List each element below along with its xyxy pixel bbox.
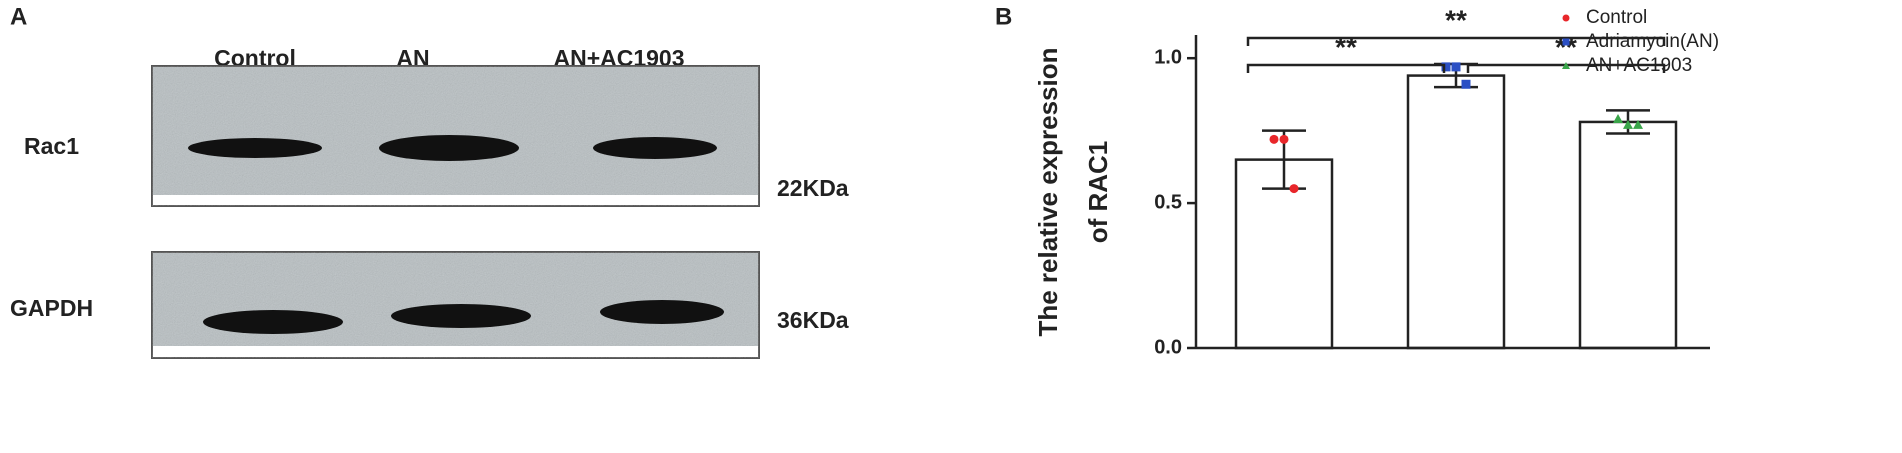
size-label: 36KDa <box>777 307 849 333</box>
size-label: 22KDa <box>777 175 849 201</box>
band <box>188 138 322 158</box>
bar <box>1578 120 1678 350</box>
panel-label: A <box>10 3 27 30</box>
significance-label: ** <box>1555 31 1577 62</box>
bar <box>1406 74 1506 350</box>
panel-label: B <box>995 3 1012 30</box>
legend-marker <box>1562 14 1570 22</box>
band <box>600 300 724 324</box>
data-point <box>1623 119 1633 129</box>
band <box>593 137 717 159</box>
blot-gapdh <box>151 251 760 359</box>
band <box>379 135 519 161</box>
data-point <box>1279 134 1289 144</box>
band <box>203 310 343 334</box>
blot-edge <box>153 195 758 205</box>
data-point <box>1613 114 1623 124</box>
significance-label: ** <box>1445 4 1467 35</box>
blot-rac1 <box>151 65 760 207</box>
data-point <box>1633 119 1643 129</box>
row-label: Rac1 <box>24 133 79 159</box>
row-label: GAPDH <box>10 295 93 321</box>
legend-label: Adriamycin(AN) <box>1586 31 1719 52</box>
y-tick-label: 0.5 <box>1154 191 1182 213</box>
legend-label: AN+AC1903 <box>1586 55 1692 76</box>
legend-label: Control <box>1586 7 1647 28</box>
significance-bracket <box>1246 63 1446 73</box>
y-axis-label: of RAC1 <box>1083 141 1113 244</box>
chart: 0.0 0.5 1.0 The relative expression of RAC1 *… <box>1033 4 1719 358</box>
blot-edge <box>153 346 758 357</box>
y-axis-label: The relative expression <box>1033 47 1063 336</box>
data-point <box>1441 62 1451 72</box>
data-point <box>1289 184 1299 194</box>
y-tick-label: 1.0 <box>1154 46 1182 68</box>
significance-label: ** <box>1335 31 1357 62</box>
legend-marker <box>1562 38 1570 46</box>
significance-bracket <box>1246 36 1666 46</box>
data-point <box>1269 134 1279 144</box>
band <box>391 304 531 328</box>
bar <box>1234 158 1334 350</box>
data-point <box>1461 79 1471 89</box>
data-point <box>1451 62 1461 72</box>
legend-marker <box>1562 62 1570 69</box>
y-tick-label: 0.0 <box>1154 336 1182 358</box>
